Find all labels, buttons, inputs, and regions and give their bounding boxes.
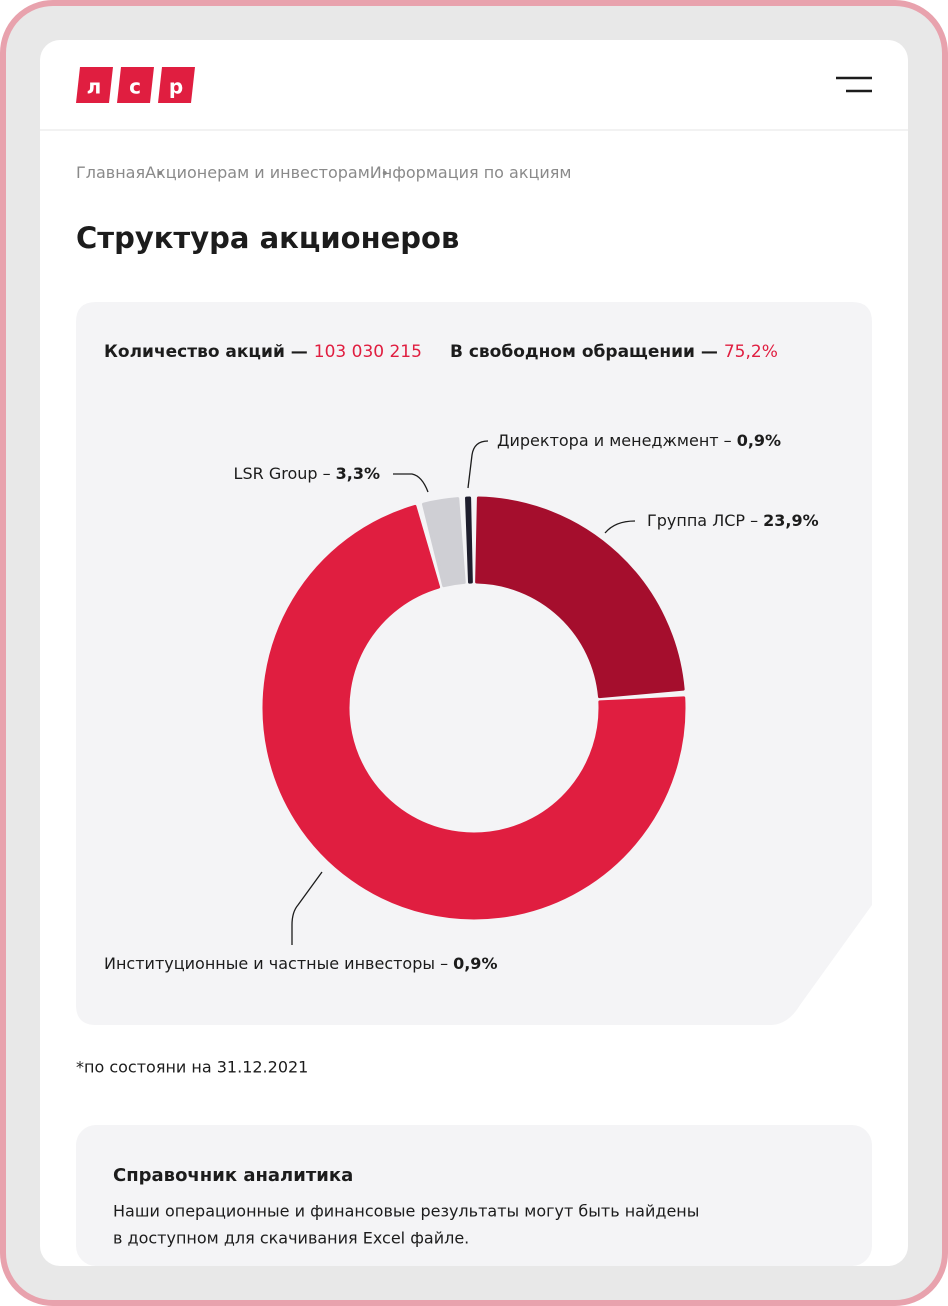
card-text: Наши операционные и финансовые результат… — [113, 1202, 699, 1221]
segment-value: 0,9% — [737, 431, 781, 450]
breadcrumb[interactable]: Акционерам и инвесторам — [145, 163, 370, 182]
stat-label: В свободном обращении — — [450, 342, 718, 362]
breadcrumb-dot — [382, 171, 387, 175]
donut-segment — [475, 496, 685, 699]
stats: Количество акций — 103 030 215 В свободном… — [104, 342, 778, 362]
segment-name: Группа ЛСР – — [647, 511, 758, 530]
segment-label: LSR Group – 3,3% — [234, 464, 380, 483]
segment-value: 23,9% — [763, 511, 819, 530]
logo-letter: с — [129, 75, 141, 99]
segment-label: Директора и менеджмент – 0,9% — [497, 431, 781, 450]
segment-value: 3,3% — [336, 464, 380, 483]
logo-tile — [117, 67, 154, 103]
breadcrumbs: ГлавнаяАкционерам и инвесторамИнформация… — [76, 163, 572, 182]
stat-value: 103 030 215 — [314, 342, 422, 362]
logo-tile — [76, 67, 113, 103]
segment-label: Группа ЛСР – 23,9% — [647, 511, 819, 530]
page-title: Структура акционеров — [76, 221, 459, 255]
segment-name: LSR Group – — [234, 464, 331, 483]
logo-letter: л — [87, 75, 102, 99]
segment-label: Институционные и частные инвесторы – 0,9% — [104, 954, 497, 973]
stat-value: 75,2% — [724, 342, 778, 362]
breadcrumb-dot — [158, 171, 163, 175]
donut-segment — [421, 497, 466, 588]
segment-name: Институционные и частные инвесторы – — [104, 954, 448, 973]
donut-segment — [465, 496, 473, 584]
breadcrumb[interactable]: Главная — [76, 163, 145, 182]
stat-label: Количество акций — — [104, 342, 308, 362]
logo-letter: р — [169, 75, 183, 99]
logo-tile — [158, 67, 195, 103]
card-text: в доступном для скачивания Excel файле. — [113, 1229, 469, 1248]
card-title: Справочник аналитика — [113, 1165, 353, 1186]
info-card — [76, 1125, 872, 1266]
note: *по состояни на 31.12.2021 — [76, 1058, 308, 1077]
segment-value: 0,9% — [453, 954, 497, 973]
donut-segment — [262, 504, 686, 920]
segment-name: Директора и менеджмент – — [497, 431, 732, 450]
hamburger[interactable] — [836, 76, 872, 93]
breadcrumb[interactable]: Информация по акциям — [370, 163, 572, 182]
leader-lines — [291, 440, 636, 945]
chart-card — [76, 302, 872, 1025]
